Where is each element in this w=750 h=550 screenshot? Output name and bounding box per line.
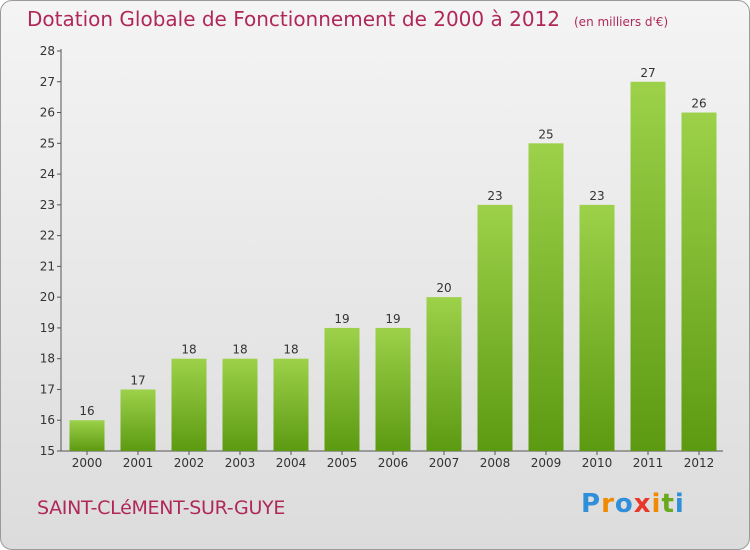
bar-value-label: 25 xyxy=(538,127,553,141)
bar xyxy=(477,204,513,451)
bar xyxy=(120,389,156,451)
logo-letter: o xyxy=(614,489,634,519)
bar-value-label: 19 xyxy=(334,312,349,326)
x-tick-label: 2003 xyxy=(225,456,256,470)
bar xyxy=(222,358,258,451)
x-tick-label: 2005 xyxy=(327,456,358,470)
x-tick-label: 2000 xyxy=(72,456,103,470)
bar-value-label: 20 xyxy=(436,281,451,295)
bar-value-label: 18 xyxy=(181,343,196,357)
bar xyxy=(426,297,462,451)
bar-value-label: 27 xyxy=(640,66,655,80)
y-tick-label: 18 xyxy=(40,352,55,366)
bar xyxy=(69,420,105,451)
logo-letter: i xyxy=(651,489,662,519)
y-tick-label: 24 xyxy=(40,167,55,181)
x-tick-label: 2006 xyxy=(378,456,409,470)
bar xyxy=(171,358,207,451)
commune-name: SAINT-CLéMENT-SUR-GUYE xyxy=(37,497,286,519)
bar xyxy=(681,112,717,452)
bar xyxy=(579,204,615,451)
x-tick-label: 2011 xyxy=(633,456,664,470)
logo-letter: i xyxy=(674,489,685,519)
proxiti-logo: Proxiti xyxy=(581,489,685,519)
logo-letter: x xyxy=(633,489,652,519)
y-tick-label: 17 xyxy=(40,382,55,396)
bar-value-label: 18 xyxy=(283,343,298,357)
bars: 16 17 18 18 18 19 19 20 23 25 23 27 26 xyxy=(69,66,717,452)
logo-letter: r xyxy=(601,489,615,519)
y-tick-label: 21 xyxy=(40,259,55,273)
y-tick-label: 20 xyxy=(40,290,55,304)
y-tick-label: 16 xyxy=(40,413,55,427)
x-tick-label: 2004 xyxy=(276,456,307,470)
y-tick-label: 25 xyxy=(40,136,55,150)
axes: 15 16 17 18 19 20 21 22 23 24 25 26 27 28 2000 2001 2002… xyxy=(40,44,723,470)
x-tick-label: 2009 xyxy=(531,456,562,470)
y-tick-label: 28 xyxy=(40,44,55,58)
bar xyxy=(528,143,564,452)
logo-letter: P xyxy=(581,489,602,519)
bar-value-label: 17 xyxy=(130,373,145,387)
x-tick-label: 2012 xyxy=(684,456,715,470)
y-tick-label: 22 xyxy=(40,229,55,243)
bar xyxy=(324,327,360,451)
y-tick-label: 27 xyxy=(40,75,55,89)
x-tick-label: 2001 xyxy=(123,456,154,470)
y-tick-label: 23 xyxy=(40,198,55,212)
x-tick-label: 2010 xyxy=(582,456,613,470)
unit-note: (en milliers d'€) xyxy=(574,15,669,29)
logo-letter: t xyxy=(661,489,675,519)
bar-value-label: 23 xyxy=(589,189,604,203)
bar xyxy=(273,358,309,451)
x-tick-label: 2007 xyxy=(429,456,460,470)
bar xyxy=(375,327,411,451)
bar-value-label: 23 xyxy=(487,189,502,203)
y-tick-label: 19 xyxy=(40,321,55,335)
bar-chart: 15 16 17 18 19 20 21 22 23 24 25 26 27 28 2000 2001 2002… xyxy=(40,44,723,470)
x-tick-label: 2008 xyxy=(480,456,511,470)
bar-value-label: 26 xyxy=(691,97,706,111)
bar-value-label: 18 xyxy=(232,343,247,357)
y-tick-label: 26 xyxy=(40,106,55,120)
chart-title: Dotation Globale de Fonctionnement de 20… xyxy=(27,7,668,31)
x-tick-label: 2002 xyxy=(174,456,205,470)
bar-value-label: 16 xyxy=(79,404,94,418)
title-text: Dotation Globale de Fonctionnement de 20… xyxy=(27,7,560,31)
bar-value-label: 19 xyxy=(385,312,400,326)
bar xyxy=(630,81,666,452)
y-tick-label: 15 xyxy=(40,444,55,458)
